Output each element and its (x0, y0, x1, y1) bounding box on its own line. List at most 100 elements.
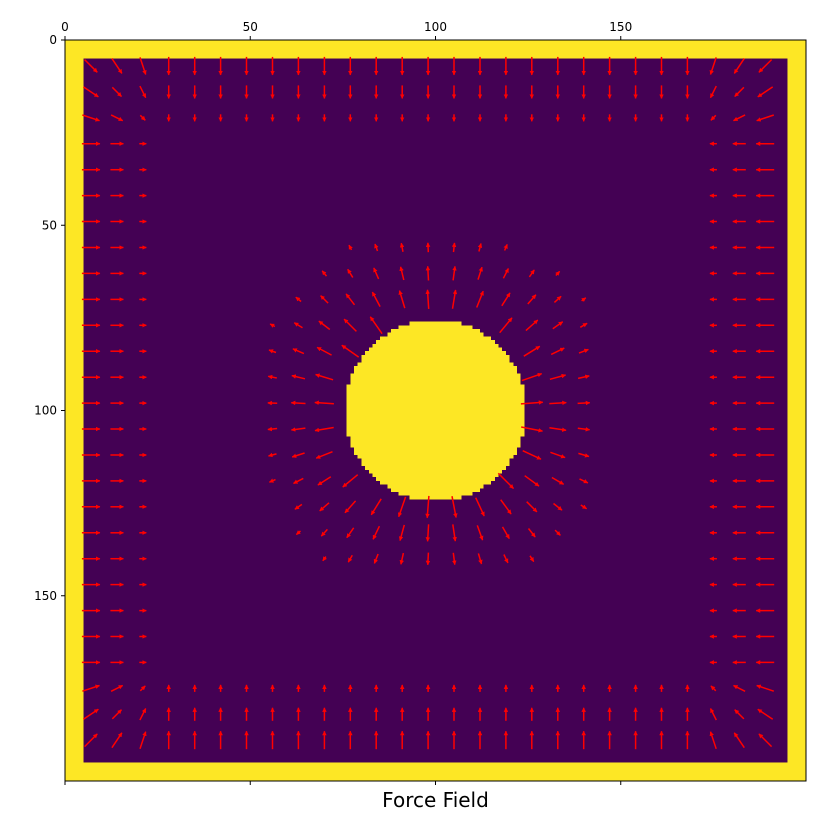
force-arrow (290, 427, 306, 432)
force-arrow (756, 684, 775, 692)
x-tick-label-top: 50 (243, 20, 258, 34)
force-arrow (733, 684, 746, 692)
force-arrow (84, 59, 98, 73)
force-arrow (758, 59, 773, 73)
quiver-arrows (81, 56, 775, 750)
force-arrow (549, 400, 567, 406)
force-arrow (343, 318, 357, 332)
force-arrow (267, 426, 278, 432)
force-arrow (757, 86, 774, 98)
force-arrow (425, 289, 430, 309)
y-tick-label: 100 (34, 404, 57, 418)
x-tick-label-top: 100 (424, 20, 447, 34)
force-arrow (452, 552, 457, 566)
force-arrow (291, 452, 305, 458)
force-arrow (319, 502, 330, 512)
force-arrow (111, 709, 123, 720)
force-arrow (526, 501, 538, 513)
force-arrow (550, 451, 566, 459)
force-arrow (520, 400, 544, 405)
force-arrow (321, 270, 328, 277)
force-arrow (524, 475, 540, 487)
force-arrow (527, 294, 537, 305)
heatmap-image (65, 40, 806, 781)
force-arrow (370, 498, 382, 516)
force-arrow (322, 556, 328, 562)
force-arrow (341, 344, 360, 358)
force-arrow (269, 323, 276, 328)
force-arrow (347, 268, 354, 278)
force-arrow (477, 553, 483, 565)
force-arrow (549, 373, 567, 381)
force-arrow (397, 496, 407, 518)
force-arrow (554, 529, 561, 536)
force-arrow (475, 497, 485, 517)
force-arrow (425, 265, 431, 281)
force-arrow (111, 732, 123, 749)
force-arrow (268, 452, 277, 458)
force-arrow (502, 268, 510, 279)
force-arrow (267, 374, 277, 380)
force-arrow (733, 57, 745, 74)
force-arrow (553, 502, 563, 511)
force-arrow (529, 555, 535, 563)
force-arrow (476, 290, 484, 308)
force-arrow (452, 265, 457, 281)
force-arrow (399, 266, 405, 281)
force-arrow (399, 552, 405, 565)
force-arrow (425, 495, 430, 519)
force-arrow (476, 525, 484, 541)
force-arrow (110, 684, 124, 692)
force-arrow (733, 732, 745, 749)
force-arrow (139, 731, 147, 750)
force-arrow (315, 451, 333, 459)
force-arrow (268, 349, 277, 354)
force-arrow (734, 709, 745, 720)
force-arrow (710, 114, 717, 121)
force-arrow (346, 527, 355, 539)
force-arrow (550, 347, 565, 356)
central-disk (346, 321, 525, 500)
force-arrow (577, 400, 591, 406)
force-arrow (578, 348, 589, 354)
force-arrow (499, 317, 513, 334)
force-arrow (525, 319, 539, 332)
force-arrow (399, 242, 405, 252)
force-arrow (314, 426, 334, 433)
force-arrow (425, 524, 431, 542)
force-arrow (374, 243, 379, 252)
force-arrow (139, 57, 147, 75)
force-arrow (293, 477, 304, 485)
force-arrow (451, 242, 457, 253)
force-arrow (318, 320, 331, 331)
force-arrow (709, 85, 717, 99)
force-arrow (110, 114, 124, 122)
force-arrow (292, 348, 305, 355)
force-arrow (579, 322, 588, 328)
force-arrow (398, 524, 406, 542)
y-tick-label: 50 (42, 218, 57, 232)
force-arrow (425, 552, 431, 566)
force-arrow (139, 85, 147, 99)
force-arrow (552, 321, 564, 330)
force-arrow (373, 267, 380, 280)
force-arrow (521, 426, 543, 433)
y-tick-label: 0 (49, 33, 57, 47)
force-arrow (477, 266, 483, 280)
force-arrow (84, 733, 98, 748)
force-arrow (451, 496, 458, 518)
force-arrow (320, 528, 328, 537)
force-arrow (501, 292, 511, 307)
force-arrow (373, 553, 379, 564)
force-arrow (295, 530, 302, 536)
force-arrow (733, 114, 746, 122)
force-arrow (757, 708, 774, 720)
force-arrow (369, 316, 383, 335)
force-arrow (523, 345, 541, 357)
force-arrow (709, 57, 717, 75)
force-arrow (314, 400, 334, 405)
axis-ticks: 0 50 100 150 0 50 100 150 (34, 20, 632, 785)
force-arrow (579, 478, 589, 484)
force-arrow (371, 291, 381, 307)
force-arrow (756, 114, 775, 122)
